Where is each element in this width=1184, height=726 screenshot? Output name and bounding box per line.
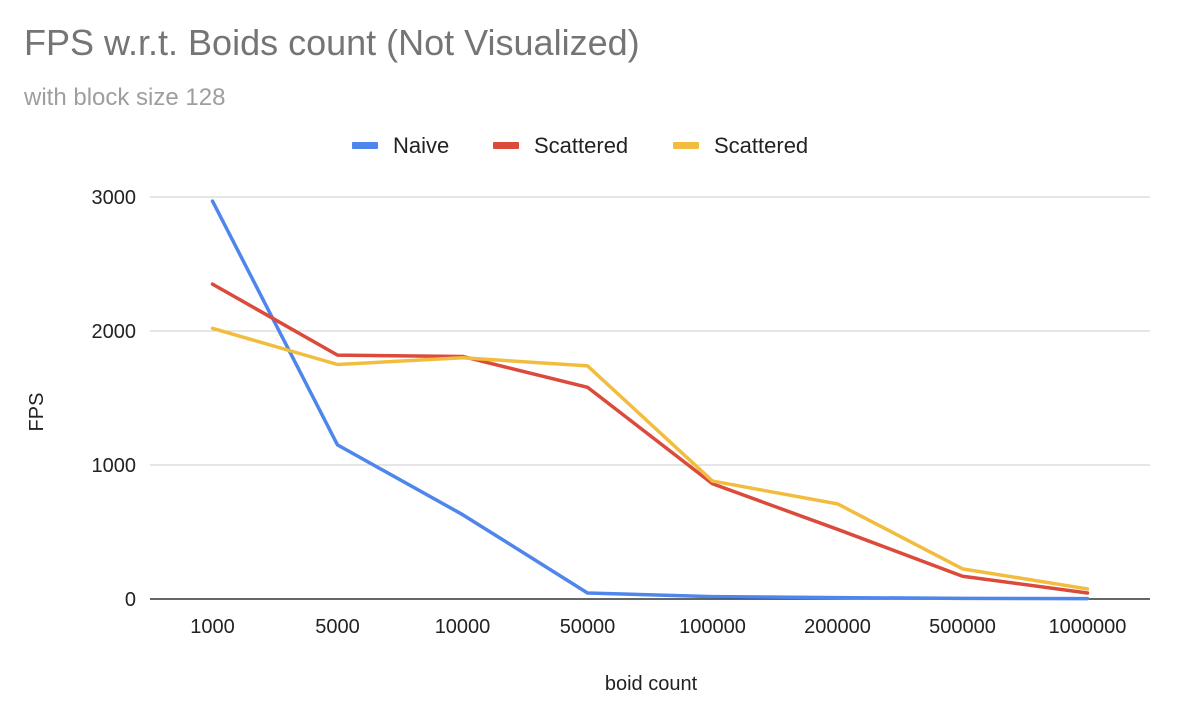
legend-label: Naive — [393, 133, 449, 158]
x-axis-label: boid count — [605, 673, 698, 695]
y-tick-label: 1000 — [92, 455, 137, 477]
x-tick-label: 500000 — [929, 616, 996, 638]
x-tick-label: 10000 — [435, 616, 491, 638]
chart-title: FPS w.r.t. Boids count (Not Visualized) — [24, 22, 640, 63]
x-tick-label: 5000 — [315, 616, 360, 638]
legend-swatch — [493, 142, 519, 149]
series-line-1 — [210, 282, 1090, 595]
legend-label: Scattered — [714, 133, 808, 158]
x-tick-label: 1000000 — [1049, 616, 1127, 638]
y-tick-label: 3000 — [92, 187, 137, 209]
series-lines — [210, 199, 1090, 601]
series-line-2 — [210, 326, 1090, 591]
legend-swatch — [352, 142, 378, 149]
y-axis-label: FPS — [26, 393, 48, 432]
grid-lines — [150, 196, 1150, 600]
legend-label: Scattered — [534, 133, 628, 158]
x-tick-label: 1000 — [190, 616, 235, 638]
x-tick-label: 50000 — [560, 616, 616, 638]
y-tick-labels: 0 1000 2000 3000 — [92, 187, 137, 611]
legend: Naive Scattered Scattered — [352, 133, 808, 158]
x-tick-label: 200000 — [804, 616, 871, 638]
y-tick-label: 2000 — [92, 321, 137, 343]
chart-subtitle: with block size 128 — [24, 84, 226, 111]
series-line-0 — [210, 199, 1090, 601]
y-tick-label: 0 — [125, 589, 136, 611]
x-tick-labels: 1000 5000 10000 50000 100000 200000 500000 1000… — [190, 616, 1126, 638]
legend-swatch — [673, 142, 699, 149]
x-tick-label: 100000 — [679, 616, 746, 638]
